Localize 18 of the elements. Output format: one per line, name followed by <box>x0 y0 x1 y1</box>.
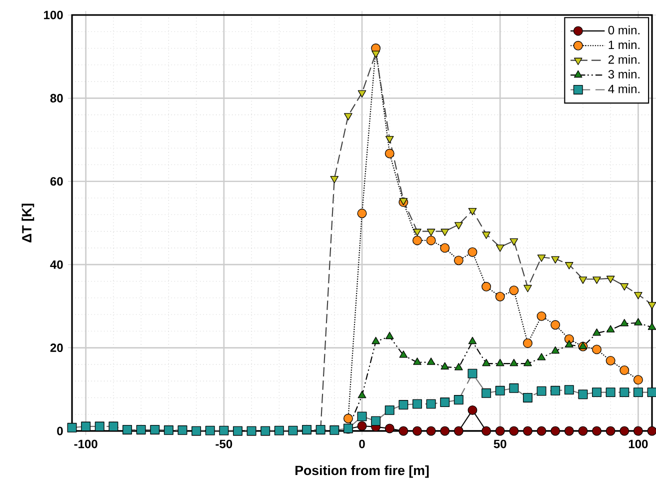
x-tick-label: 50 <box>494 440 506 448</box>
y-tick-label: 40 <box>50 260 63 269</box>
legend-label: 2 min. <box>608 54 640 64</box>
y-tick-label: 100 <box>44 10 63 20</box>
legend-label: 1 min. <box>608 40 640 49</box>
y-tick-label: 20 <box>50 344 63 352</box>
legend-label: 0 min. <box>608 26 640 34</box>
x-tick-label: 0 <box>359 440 365 448</box>
y-tick-label: 60 <box>50 177 63 186</box>
x-tick-label: 100 <box>628 440 648 448</box>
y-axis-title: ΔT [K] <box>22 204 34 242</box>
x-axis-title: Position from fire [m] <box>295 465 429 478</box>
x-tick-label: -50 <box>216 440 232 448</box>
y-tick-label: 80 <box>50 94 63 102</box>
y-tick-label: 0 <box>57 426 63 436</box>
legend-label: 3 min. <box>608 70 640 79</box>
legend-label: 4 min. <box>608 84 640 94</box>
x-tick-label: -100 <box>74 440 98 448</box>
